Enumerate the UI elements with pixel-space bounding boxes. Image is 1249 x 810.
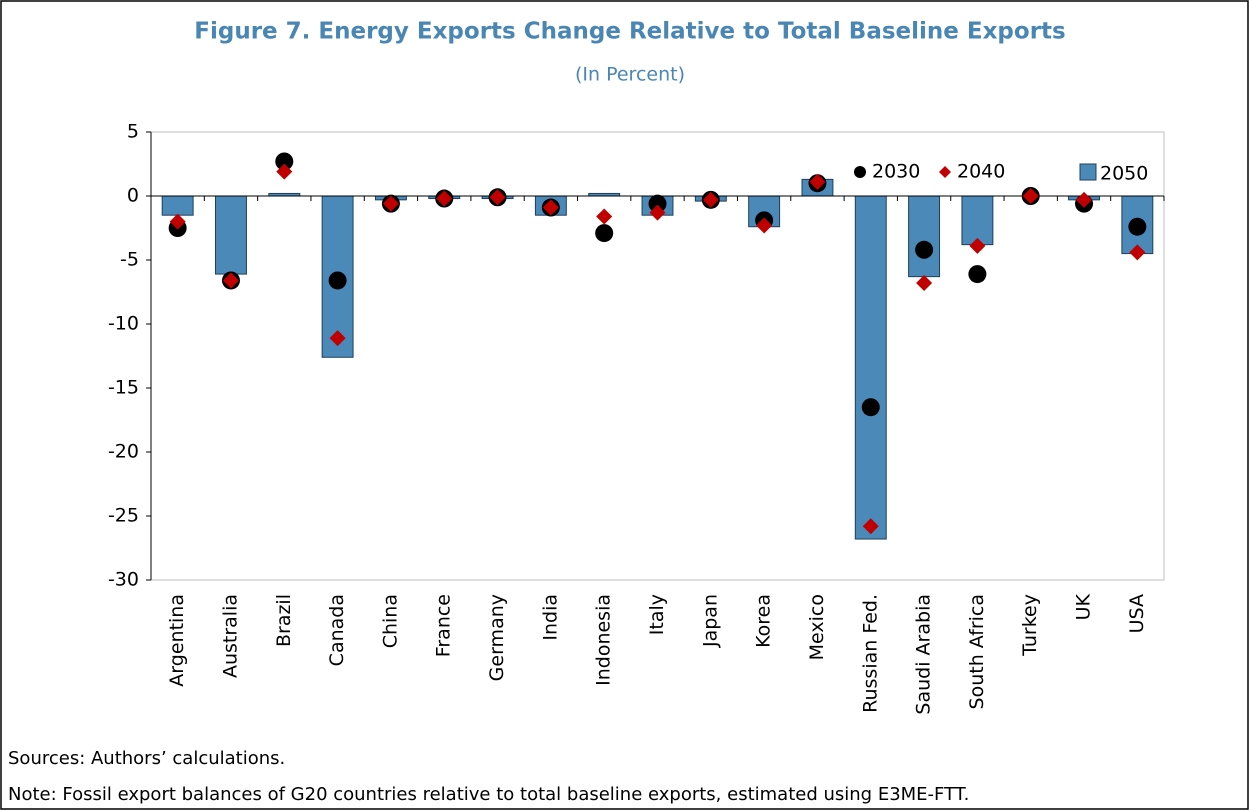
sources: Sources: Authors’ calculations. <box>8 748 285 769</box>
x-tick-label: China <box>379 594 401 648</box>
point <box>1076 191 1093 208</box>
x-tick-label: Mexico <box>806 594 828 660</box>
x-tick-label: Japan <box>699 594 721 648</box>
point <box>436 190 453 207</box>
x-tick-label: Australia <box>219 594 241 678</box>
point <box>1129 244 1146 261</box>
x-tick-label: USA <box>1126 594 1148 633</box>
x-tick-label: Russian Fed. <box>859 594 881 713</box>
y-tick-label: -25 <box>108 505 139 527</box>
legend-label: 2040 <box>957 161 1005 183</box>
bar <box>908 195 941 278</box>
bar <box>961 195 994 246</box>
x-tick-label: Brazil <box>273 594 295 647</box>
point <box>969 237 986 254</box>
x-tick-label: Turkey <box>1019 594 1041 657</box>
point <box>595 224 614 243</box>
point <box>648 194 667 213</box>
note: Note: Fossil export balances of G20 coun… <box>8 784 969 805</box>
x-tick-label: Korea <box>753 594 775 648</box>
x-tick-label: Indonesia <box>593 594 615 686</box>
y-tick-label: 0 <box>127 185 139 207</box>
legend-label: 2030 <box>872 161 920 183</box>
chart-subtitle: (In Percent) <box>575 64 685 86</box>
point <box>489 189 506 206</box>
x-tick-label: France <box>433 594 455 657</box>
point <box>328 271 347 290</box>
point <box>968 265 987 284</box>
y-tick-label: 5 <box>127 121 139 143</box>
y-tick-label: -20 <box>108 441 139 463</box>
point <box>275 152 294 171</box>
point <box>596 208 613 225</box>
point <box>169 213 186 230</box>
x-tick-label: Canada <box>326 594 348 666</box>
legend-label: 2050 <box>1100 163 1148 185</box>
point <box>542 199 559 216</box>
y-tick-label: -15 <box>108 377 139 399</box>
legend-swatch <box>1079 163 1097 181</box>
y-tick-label: -30 <box>108 569 139 591</box>
point <box>382 195 399 212</box>
bar <box>854 195 887 540</box>
x-tick-label: Argentina <box>166 594 188 687</box>
point <box>915 240 934 259</box>
point <box>702 191 719 208</box>
x-tick-label: Saudi Arabia <box>913 594 935 715</box>
point <box>649 204 666 221</box>
point <box>1022 188 1039 204</box>
point <box>329 330 346 347</box>
x-tick-label: Italy <box>646 594 668 635</box>
point <box>809 173 826 190</box>
point <box>862 518 879 535</box>
x-tick-label: South Africa <box>966 594 988 709</box>
point <box>756 217 773 234</box>
legend-swatch <box>939 166 951 178</box>
point <box>276 163 293 180</box>
bar <box>161 195 194 216</box>
legend-swatch <box>854 166 866 178</box>
point <box>1128 217 1147 236</box>
chart-title: Figure 7. Energy Exports Change Relative… <box>194 19 1065 45</box>
x-tick-label: India <box>539 594 561 641</box>
y-tick-label: -5 <box>120 249 139 271</box>
point <box>861 398 880 417</box>
x-tick-label: Germany <box>486 594 508 681</box>
y-tick-label: -10 <box>108 313 139 335</box>
bar <box>215 195 247 275</box>
x-tick-label: UK <box>1073 593 1095 620</box>
point <box>916 275 933 292</box>
point <box>222 272 239 289</box>
